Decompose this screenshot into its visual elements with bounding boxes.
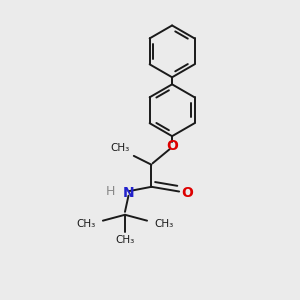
Text: CH₃: CH₃ bbox=[76, 219, 95, 229]
Text: CH₃: CH₃ bbox=[110, 143, 129, 153]
Text: H: H bbox=[106, 185, 115, 198]
Text: CH₃: CH₃ bbox=[115, 236, 135, 245]
Text: N: N bbox=[123, 186, 134, 200]
Text: O: O bbox=[182, 186, 194, 200]
Text: CH₃: CH₃ bbox=[154, 219, 174, 229]
Text: O: O bbox=[166, 139, 178, 153]
